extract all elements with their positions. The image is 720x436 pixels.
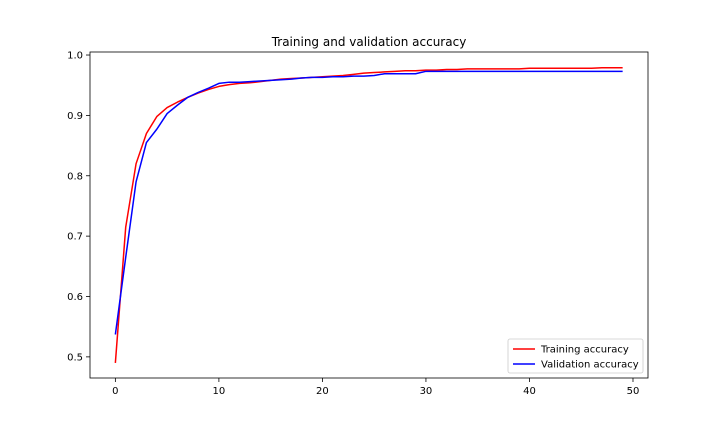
- legend-box: [507, 338, 644, 374]
- y-tick-label: 1.0: [67, 51, 83, 62]
- plot-area-frame: [89, 51, 649, 379]
- y-tick-label: 0.8: [67, 171, 83, 182]
- x-tick-label: 20: [316, 386, 329, 397]
- legend: Training accuracy Validation accuracy: [507, 338, 644, 374]
- plot-lines: [114, 66, 623, 363]
- chart-title: Training and validation accuracy: [271, 35, 467, 49]
- x-tick-label: 0: [112, 386, 118, 397]
- legend-label: Validation accuracy: [541, 360, 639, 371]
- y-axis: 0.5 0.6 0.7 0.8 0.9 1.0: [67, 51, 90, 363]
- legend-label: Training accuracy: [540, 345, 629, 356]
- y-tick-label: 0.6: [67, 292, 83, 303]
- y-tick-label: 0.7: [67, 232, 83, 243]
- y-tick-label: 0.9: [67, 111, 83, 122]
- x-tick-label: 10: [213, 386, 226, 397]
- series-line-validation-accuracy: [114, 70, 623, 335]
- x-tick-label: 40: [523, 386, 536, 397]
- x-axis: 0 10 20 30 40 50: [112, 378, 639, 397]
- y-tick-label: 0.5: [67, 352, 83, 363]
- x-tick-label: 50: [627, 386, 640, 397]
- x-tick-label: 30: [420, 386, 433, 397]
- series-line-training-accuracy: [114, 66, 623, 363]
